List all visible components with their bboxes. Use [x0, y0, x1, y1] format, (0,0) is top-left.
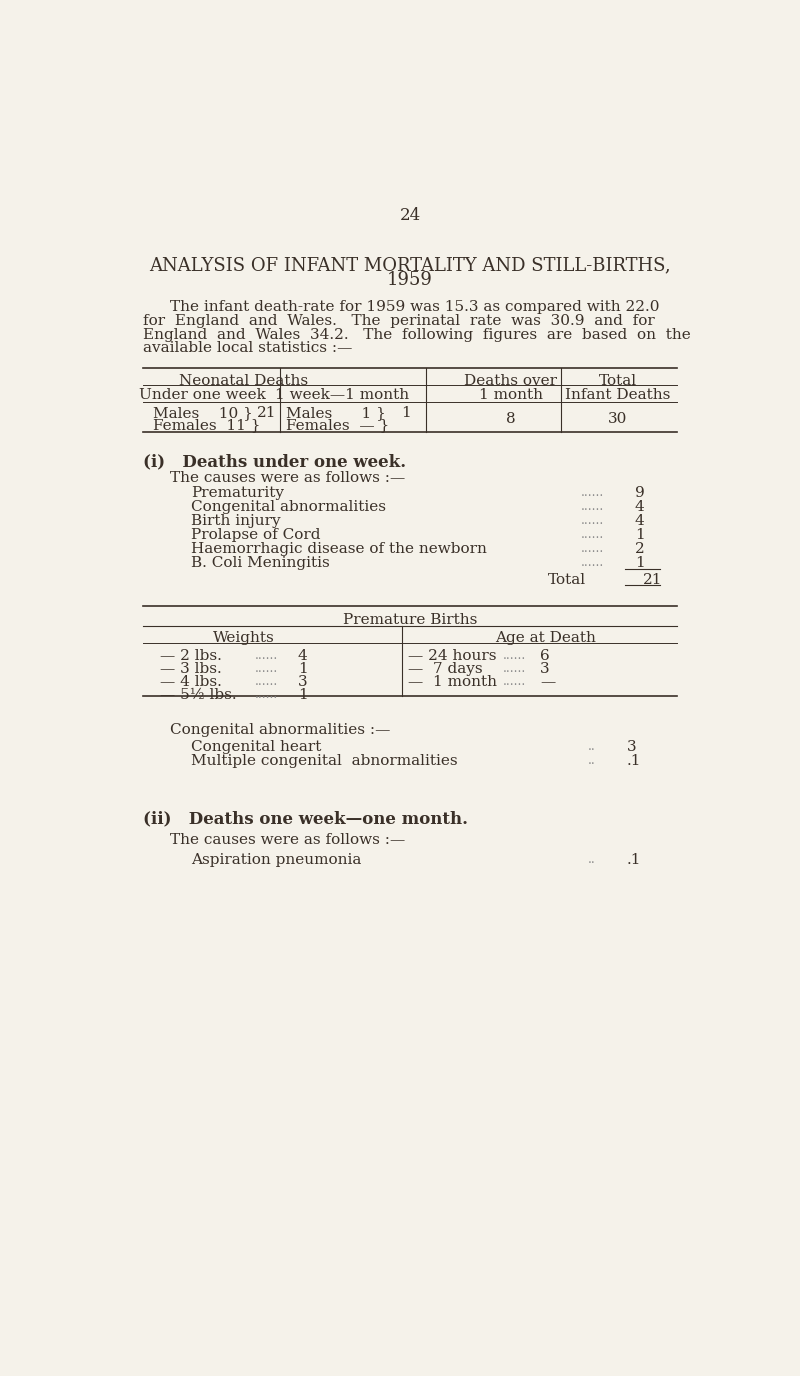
- Text: 9: 9: [634, 486, 645, 501]
- Text: 24: 24: [399, 208, 421, 224]
- Text: —: —: [540, 674, 555, 689]
- Text: 1 week—1 month: 1 week—1 month: [274, 388, 409, 402]
- Text: 1959: 1959: [387, 271, 433, 289]
- Text: Females  11 }: Females 11 }: [153, 418, 260, 432]
- Text: ......: ......: [255, 662, 278, 674]
- Text: England  and  Wales  34.2.   The  following  figures  are  based  on  the: England and Wales 34.2. The following fi…: [142, 327, 690, 341]
- Text: .1: .1: [627, 754, 642, 768]
- Text: Congenital abnormalities: Congenital abnormalities: [191, 499, 386, 515]
- Text: Age at Death: Age at Death: [495, 632, 596, 645]
- Text: Prolapse of Cord: Prolapse of Cord: [191, 528, 321, 542]
- Text: 21: 21: [258, 406, 277, 420]
- Text: — 5½ lbs.: — 5½ lbs.: [161, 688, 237, 702]
- Text: for  England  and  Wales.   The  perinatal  rate  was  30.9  and  for: for England and Wales. The perinatal rat…: [142, 314, 654, 327]
- Text: ......: ......: [255, 648, 278, 662]
- Text: ......: ......: [255, 688, 278, 700]
- Text: Haemorrhagic disease of the newborn: Haemorrhagic disease of the newborn: [191, 542, 487, 556]
- Text: 4: 4: [298, 648, 307, 663]
- Text: Infant Deaths: Infant Deaths: [565, 388, 670, 402]
- Text: ANALYSIS OF INFANT MORTALITY AND STILL-BIRTHS,: ANALYSIS OF INFANT MORTALITY AND STILL-B…: [149, 256, 671, 274]
- Text: Aspiration pneumonia: Aspiration pneumonia: [191, 853, 362, 867]
- Text: 1: 1: [634, 528, 645, 542]
- Text: ......: ......: [581, 528, 604, 541]
- Text: Prematurity: Prematurity: [191, 486, 285, 501]
- Text: Deaths over: Deaths over: [464, 374, 558, 388]
- Text: 3: 3: [540, 662, 550, 676]
- Text: Total: Total: [598, 374, 637, 388]
- Text: 21: 21: [642, 574, 662, 588]
- Text: 8: 8: [506, 411, 515, 425]
- Text: ......: ......: [503, 648, 526, 662]
- Text: 2: 2: [634, 542, 645, 556]
- Text: 4: 4: [634, 499, 645, 515]
- Text: ......: ......: [581, 486, 604, 499]
- Text: 4: 4: [634, 513, 645, 528]
- Text: ......: ......: [255, 674, 278, 688]
- Text: .1: .1: [627, 853, 642, 867]
- Text: Males    10 }: Males 10 }: [153, 406, 253, 420]
- Text: Congenital heart: Congenital heart: [191, 740, 322, 754]
- Text: — 4 lbs.: — 4 lbs.: [161, 674, 222, 689]
- Text: The causes were as follows :—: The causes were as follows :—: [170, 834, 405, 848]
- Text: The causes were as follows :—: The causes were as follows :—: [170, 471, 405, 484]
- Text: Weights: Weights: [213, 632, 274, 645]
- Text: (i)   Deaths under one week.: (i) Deaths under one week.: [142, 454, 406, 471]
- Text: 1 month: 1 month: [478, 388, 542, 402]
- Text: 1: 1: [401, 406, 410, 420]
- Text: available local statistics :—: available local statistics :—: [142, 341, 352, 355]
- Text: Neonatal Deaths: Neonatal Deaths: [179, 374, 308, 388]
- Text: ......: ......: [581, 556, 604, 568]
- Text: (ii)   Deaths one week—one month.: (ii) Deaths one week—one month.: [142, 810, 468, 827]
- Text: Total: Total: [548, 574, 586, 588]
- Text: ......: ......: [503, 662, 526, 674]
- Text: ..: ..: [588, 740, 596, 753]
- Text: Females  — }: Females — }: [286, 418, 390, 432]
- Text: 1: 1: [298, 688, 307, 702]
- Text: 3: 3: [298, 674, 307, 689]
- Text: — 2 lbs.: — 2 lbs.: [161, 648, 222, 663]
- Text: —  7 days: — 7 days: [409, 662, 483, 676]
- Text: ......: ......: [581, 513, 604, 527]
- Text: 30: 30: [608, 411, 627, 425]
- Text: ......: ......: [581, 499, 604, 513]
- Text: ..: ..: [588, 754, 596, 768]
- Text: Birth injury: Birth injury: [191, 513, 281, 528]
- Text: — 24 hours: — 24 hours: [409, 648, 497, 663]
- Text: Premature Births: Premature Births: [343, 614, 477, 627]
- Text: Males      1 }: Males 1 }: [286, 406, 386, 420]
- Text: — 3 lbs.: — 3 lbs.: [161, 662, 222, 676]
- Text: The infant death-rate for 1959 was 15.3 as compared with 22.0: The infant death-rate for 1959 was 15.3 …: [170, 300, 659, 314]
- Text: ......: ......: [503, 674, 526, 688]
- Text: 3: 3: [627, 740, 637, 754]
- Text: ..: ..: [588, 853, 596, 866]
- Text: B. Coli Meningitis: B. Coli Meningitis: [191, 556, 330, 570]
- Text: ......: ......: [581, 542, 604, 555]
- Text: 6: 6: [540, 648, 550, 663]
- Text: Multiple congenital  abnormalities: Multiple congenital abnormalities: [191, 754, 458, 768]
- Text: 1: 1: [634, 556, 645, 570]
- Text: Under one week: Under one week: [139, 388, 266, 402]
- Text: 1: 1: [298, 662, 307, 676]
- Text: —  1 month: — 1 month: [409, 674, 498, 689]
- Text: Congenital abnormalities :—: Congenital abnormalities :—: [170, 724, 390, 738]
